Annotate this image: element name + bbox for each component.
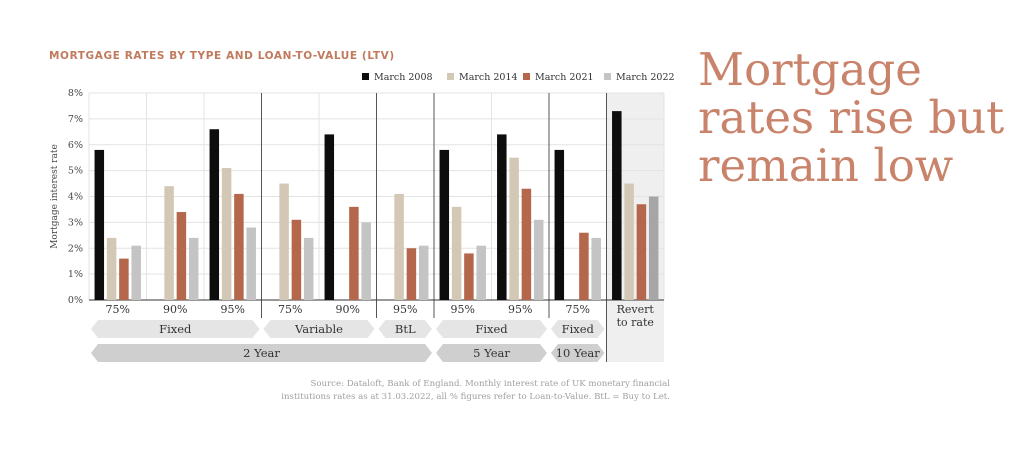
bar-march-2014 — [451, 206, 462, 300]
bar-march-2008 — [612, 111, 622, 300]
y-tick-label: 5% — [68, 166, 83, 177]
y-tick-label: 8% — [68, 88, 83, 99]
bar-march-2014 — [624, 183, 634, 300]
legend-swatch — [362, 73, 369, 80]
bar-march-2021 — [291, 219, 302, 300]
bar-march-2022 — [418, 245, 429, 300]
category-label: 95% — [508, 303, 532, 316]
y-tick-label: 2% — [68, 243, 83, 254]
category-label: 75% — [566, 303, 590, 316]
legend-swatch — [447, 73, 454, 80]
product-type-label: Fixed — [475, 322, 508, 336]
bar-march-2021 — [521, 188, 532, 300]
category-label: 95% — [221, 303, 245, 316]
bar-march-2008 — [439, 149, 450, 300]
bar-march-2014 — [221, 168, 232, 300]
bar-march-2022 — [246, 227, 256, 300]
bar-march-2008 — [497, 134, 507, 300]
source-line-1: Source: Dataloft, Bank of England. Month… — [310, 379, 670, 389]
bar-march-2021 — [464, 253, 474, 300]
legend-label: March 2014 — [459, 72, 518, 83]
bar-march-2021 — [176, 212, 187, 300]
bar-march-2022 — [188, 237, 199, 300]
headline-line-1: Mortgage — [698, 43, 922, 96]
y-axis-label: Mortgage interest rate — [50, 144, 60, 249]
bar-march-2021 — [349, 206, 359, 300]
category-label: Revert — [617, 303, 655, 316]
term-tag — [436, 344, 547, 362]
category-label: 75% — [278, 303, 302, 316]
legend-swatch — [523, 73, 530, 80]
source-line-2: institutions rates as at 31.03.2022, all… — [281, 392, 670, 402]
product-type-label: Variable — [294, 322, 343, 336]
source-note: Source: Dataloft, Bank of England. Month… — [250, 378, 670, 404]
category-label: 90% — [163, 303, 187, 316]
bar-march-2022 — [361, 222, 371, 300]
legend-label: March 2008 — [374, 72, 433, 83]
term-label: 10 Year — [556, 346, 601, 360]
product-type-tag — [91, 320, 260, 338]
legend-label: March 2022 — [616, 72, 675, 83]
product-type-tag — [551, 320, 605, 338]
term-tag — [91, 344, 432, 362]
bar-march-2022 — [591, 237, 601, 300]
y-tick-label: 3% — [68, 217, 83, 228]
term-tag — [551, 344, 605, 362]
y-tick-label: 0% — [68, 295, 83, 306]
headline-line-2: rates rise but — [698, 91, 1005, 144]
y-tick-label: 6% — [68, 140, 83, 151]
bar-march-2014 — [509, 157, 519, 300]
bar-march-2021 — [119, 258, 129, 300]
bar-march-2022 — [131, 245, 141, 300]
headline-line-3: remain low — [698, 139, 954, 192]
bar-march-2008 — [209, 129, 220, 300]
bar-march-2008 — [554, 149, 565, 300]
legend-swatch — [604, 73, 611, 80]
product-type-tag — [263, 320, 375, 338]
headline: Mortgage rates rise but remain low — [698, 46, 1018, 190]
bar-march-2022 — [476, 245, 486, 300]
product-type-label: Fixed — [562, 322, 595, 336]
bar-march-2022 — [648, 196, 659, 300]
y-tick-label: 4% — [68, 192, 83, 203]
product-type-tag — [436, 320, 547, 338]
bar-march-2008 — [94, 149, 105, 300]
bar-march-2014 — [106, 237, 117, 300]
category-label: 75% — [106, 303, 130, 316]
bar-march-2014 — [279, 183, 289, 300]
term-label: 5 Year — [473, 346, 510, 360]
bar-march-2014 — [394, 193, 404, 300]
category-label: 90% — [336, 303, 360, 316]
bar-march-2022 — [303, 237, 314, 300]
bar-march-2014 — [164, 186, 174, 300]
bar-march-2021 — [636, 204, 647, 300]
product-type-label: BtL — [395, 322, 416, 336]
bar-march-2021 — [406, 248, 417, 300]
y-tick-label: 7% — [68, 114, 83, 125]
bar-march-2021 — [579, 232, 589, 300]
product-type-label: Fixed — [159, 322, 192, 336]
term-label: 2 Year — [243, 346, 280, 360]
legend-label: March 2021 — [535, 72, 594, 83]
category-label: 95% — [393, 303, 417, 316]
product-type-tag — [378, 320, 432, 338]
bar-march-2021 — [234, 193, 244, 300]
chart-title: MORTGAGE RATES BY TYPE AND LOAN-TO-VALUE… — [49, 50, 395, 62]
y-tick-label: 1% — [68, 269, 83, 280]
category-label: 95% — [451, 303, 475, 316]
bar-march-2008 — [324, 134, 335, 300]
category-label: to rate — [617, 316, 654, 329]
bar-march-2022 — [533, 219, 544, 300]
